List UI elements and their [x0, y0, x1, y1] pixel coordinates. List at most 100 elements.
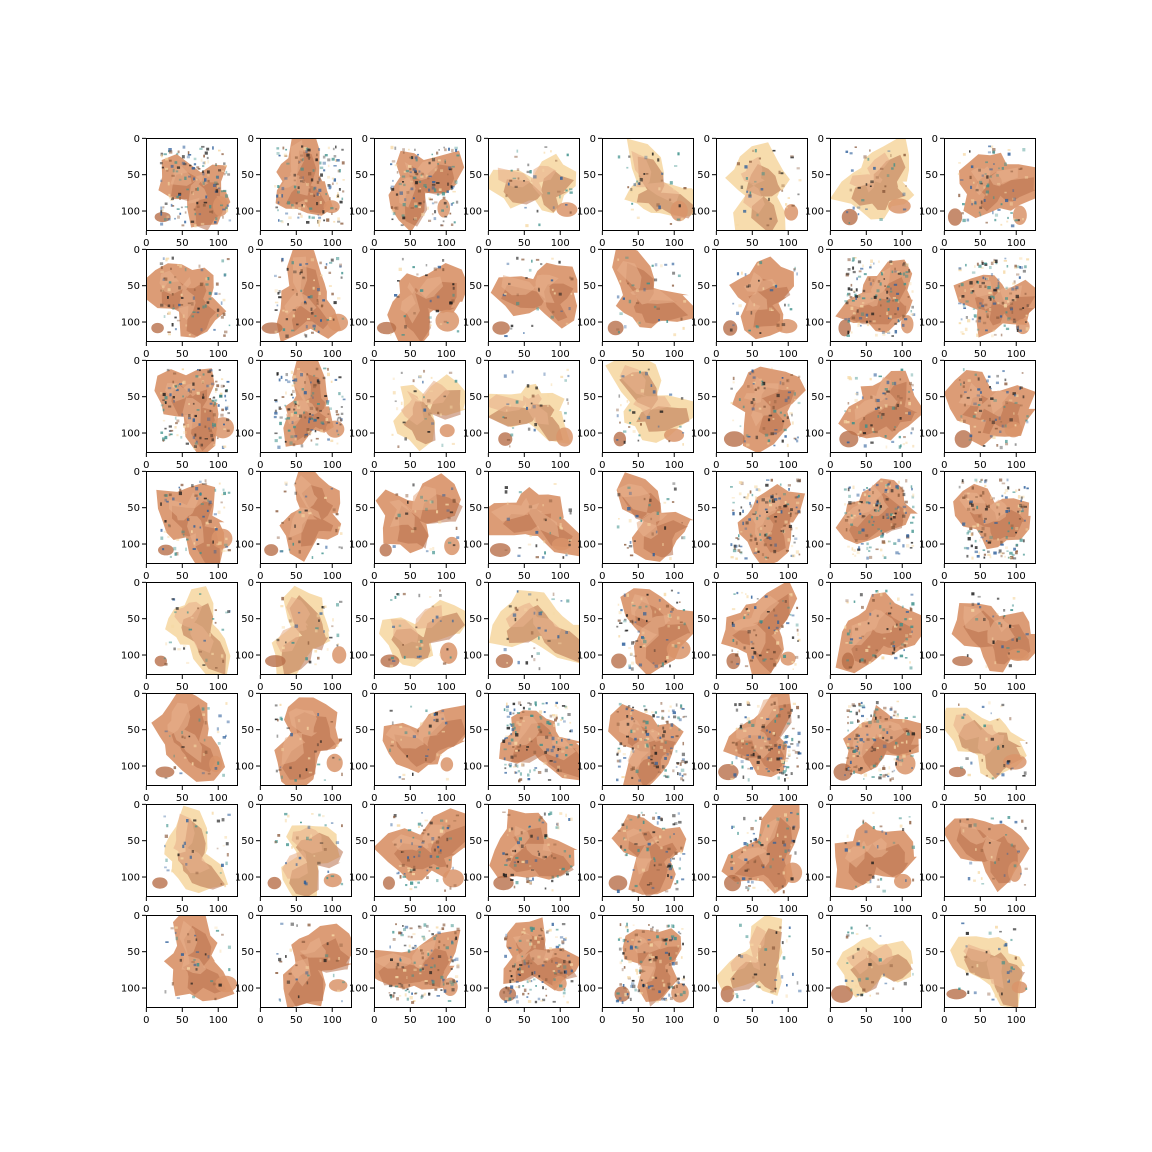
- x-tick-label: 50: [404, 793, 417, 804]
- y-tick-label: 0: [932, 134, 938, 145]
- x-tick-label: 100: [1007, 460, 1026, 471]
- y-tick-label: 100: [577, 762, 596, 773]
- subplot: 0 50 100 0 50 100: [463, 134, 580, 249]
- x-tick-label: 0: [371, 460, 377, 471]
- y-tick-label: 100: [691, 984, 710, 995]
- y-tick-label: 100: [805, 207, 824, 218]
- y-tick-label: 100: [235, 540, 254, 551]
- y-tick-label: 0: [248, 800, 254, 811]
- x-tick-label: 100: [437, 793, 456, 804]
- x-tick-label: 50: [860, 460, 873, 471]
- y-tick-label: 50: [583, 614, 596, 625]
- x-tick-label: 50: [176, 682, 189, 693]
- x-tick-label: 50: [176, 793, 189, 804]
- axes-frame: [260, 804, 352, 897]
- x-tick-label: 0: [257, 460, 263, 471]
- x-tick-label: 100: [323, 682, 342, 693]
- y-tick-label: 50: [697, 503, 710, 514]
- x-tick-label: 100: [209, 460, 228, 471]
- y-tick-label: 50: [241, 392, 254, 403]
- y-tick-label: 0: [590, 578, 596, 589]
- x-tick-label: 0: [827, 682, 833, 693]
- x-tick-label: 50: [518, 460, 531, 471]
- y-tick-label: 0: [704, 467, 710, 478]
- y-tick-label: 50: [469, 503, 482, 514]
- axes-frame: [488, 804, 580, 897]
- subplot: 0 50 100 0 50 100: [805, 578, 922, 693]
- subplot: 0 50 100 0 50 100: [463, 245, 580, 360]
- x-tick-label: 100: [437, 238, 456, 249]
- x-tick-label: 100: [437, 1015, 456, 1026]
- subplot: 0 50 100 0 50 100: [577, 245, 694, 360]
- y-tick-label: 0: [704, 578, 710, 589]
- y-tick-label: 50: [583, 836, 596, 847]
- generated-image: [374, 582, 466, 675]
- subplot: 0 50 100 0 50 100: [919, 245, 1036, 360]
- x-tick-label: 100: [893, 238, 912, 249]
- y-tick-label: 100: [121, 873, 140, 884]
- axes-frame: [488, 360, 580, 453]
- y-tick-label: 100: [577, 984, 596, 995]
- subplot: 0 50 100 0 50 100: [919, 800, 1036, 915]
- y-tick-label: 100: [463, 540, 482, 551]
- generated-image: [488, 915, 580, 1008]
- subplot: 0 50 100 0 50 100: [349, 800, 466, 915]
- generated-image: [146, 693, 238, 786]
- generated-image: [260, 138, 352, 231]
- y-tick-label: 50: [925, 281, 938, 292]
- x-tick-label: 50: [404, 682, 417, 693]
- x-tick-label: 50: [974, 238, 987, 249]
- x-tick-label: 0: [257, 571, 263, 582]
- y-tick-label: 0: [932, 356, 938, 367]
- x-tick-label: 100: [209, 571, 228, 582]
- y-tick-label: 100: [463, 318, 482, 329]
- x-tick-label: 50: [746, 682, 759, 693]
- y-tick-label: 100: [805, 540, 824, 551]
- subplot: 0 50 100 0 50 100: [919, 689, 1036, 804]
- y-tick-label: 0: [134, 467, 140, 478]
- x-tick-label: 50: [518, 238, 531, 249]
- y-tick-label: 100: [349, 540, 368, 551]
- y-tick-label: 100: [919, 984, 938, 995]
- y-tick-label: 0: [134, 800, 140, 811]
- generated-image: [716, 249, 808, 342]
- generated-image: [260, 471, 352, 564]
- y-tick-label: 0: [476, 356, 482, 367]
- y-tick-label: 0: [818, 578, 824, 589]
- y-tick-label: 100: [235, 429, 254, 440]
- x-tick-label: 100: [551, 682, 570, 693]
- x-tick-label: 0: [827, 904, 833, 915]
- y-tick-label: 50: [697, 836, 710, 847]
- generated-image: [830, 582, 922, 675]
- x-tick-label: 50: [518, 682, 531, 693]
- y-tick-label: 50: [697, 725, 710, 736]
- y-tick-label: 0: [818, 689, 824, 700]
- x-tick-label: 100: [551, 460, 570, 471]
- x-tick-label: 50: [746, 1015, 759, 1026]
- x-tick-label: 50: [176, 460, 189, 471]
- x-tick-label: 0: [485, 238, 491, 249]
- y-tick-label: 50: [355, 392, 368, 403]
- x-tick-label: 100: [1007, 238, 1026, 249]
- axes-frame: [374, 249, 466, 342]
- y-tick-label: 50: [811, 503, 824, 514]
- y-tick-label: 50: [811, 392, 824, 403]
- axes-frame: [260, 582, 352, 675]
- y-tick-label: 100: [919, 873, 938, 884]
- y-tick-label: 0: [362, 245, 368, 256]
- x-tick-label: 50: [404, 349, 417, 360]
- y-tick-label: 100: [805, 318, 824, 329]
- axes-frame: [944, 693, 1036, 786]
- axes-frame: [830, 249, 922, 342]
- y-tick-label: 0: [704, 134, 710, 145]
- y-tick-label: 50: [469, 170, 482, 181]
- y-tick-label: 100: [577, 318, 596, 329]
- subplot: 0 50 100 0 50 100: [463, 578, 580, 693]
- generated-image: [830, 915, 922, 1008]
- y-tick-label: 0: [134, 689, 140, 700]
- y-tick-label: 50: [355, 836, 368, 847]
- x-tick-label: 100: [551, 793, 570, 804]
- x-tick-label: 50: [632, 793, 645, 804]
- x-tick-label: 50: [974, 1015, 987, 1026]
